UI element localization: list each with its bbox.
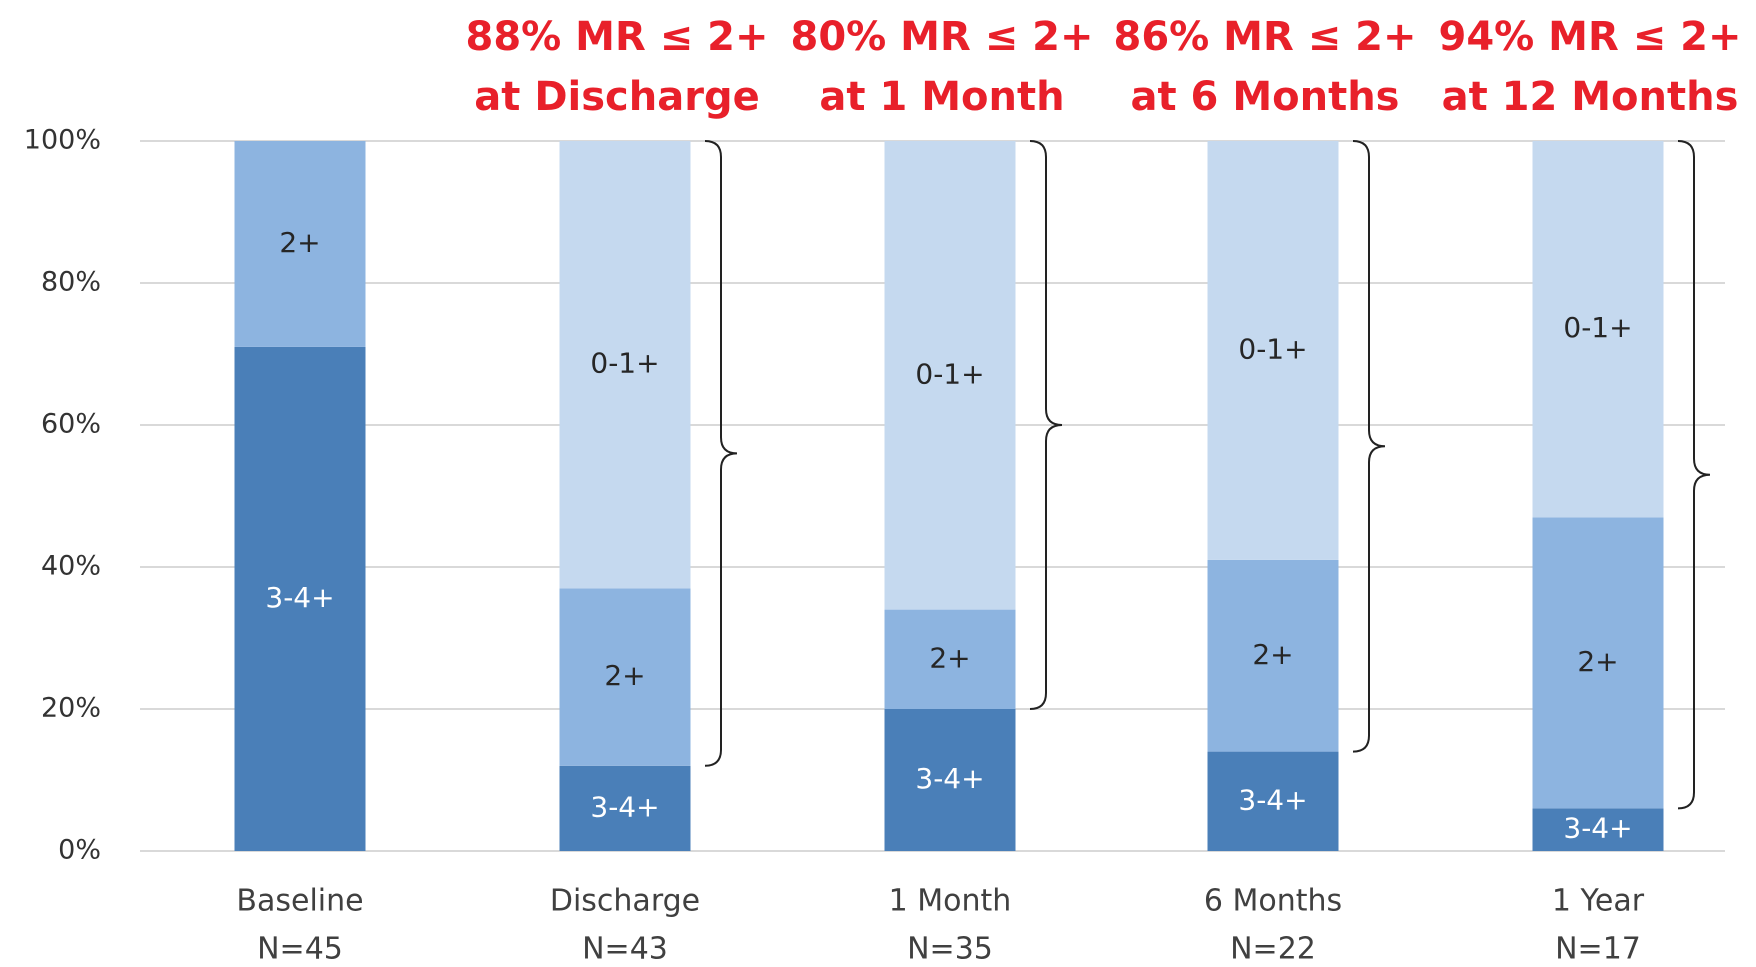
brace (1352, 140, 1386, 753)
bar-segment (559, 141, 691, 589)
segment-label: 3-4+ (590, 790, 659, 823)
bar-segment (1207, 141, 1339, 560)
annotation: 86% MR ≤ 2+ (1114, 14, 1417, 60)
annotation: at 12 Months (1442, 74, 1739, 120)
bar-segment (1532, 141, 1664, 518)
annotation: at 1 Month (819, 74, 1064, 120)
bar-segment (884, 609, 1016, 709)
brace (1029, 140, 1063, 710)
x-tick-label: 1 Year (1552, 884, 1645, 919)
bar-segment (1532, 808, 1664, 851)
sample-size: N=35 (907, 932, 993, 967)
segment-label: 2+ (279, 226, 320, 259)
sample-size: N=45 (257, 932, 343, 967)
y-tick-label: 80% (41, 267, 101, 298)
segment-label: 3-4+ (265, 581, 334, 614)
bar-segment (234, 346, 366, 851)
annotation: at Discharge (474, 74, 759, 120)
y-tick-label: 40% (41, 551, 101, 582)
segment-label: 3-4+ (1238, 783, 1307, 816)
segment-label: 2+ (929, 641, 970, 674)
sample-size: N=22 (1230, 932, 1316, 967)
bar-segment (1207, 751, 1339, 851)
bar-segment (1532, 517, 1664, 809)
brace (1677, 140, 1711, 810)
bar-segment (884, 709, 1016, 851)
x-tick-label: 1 Month (889, 884, 1012, 919)
sample-size: N=43 (582, 932, 668, 967)
bar-segment (234, 141, 366, 347)
y-tick-label: 100% (24, 125, 101, 156)
segment-label: 3-4+ (915, 762, 984, 795)
bar-segment (1207, 559, 1339, 752)
segment-label: 0-1+ (915, 357, 984, 390)
annotation: 80% MR ≤ 2+ (791, 14, 1094, 60)
annotation: at 6 Months (1131, 74, 1400, 120)
segment-label: 2+ (604, 659, 645, 692)
x-tick-label: Discharge (550, 884, 700, 919)
sample-size: N=17 (1555, 932, 1641, 967)
segment-label: 0-1+ (1238, 332, 1307, 365)
segment-label: 2+ (1252, 638, 1293, 671)
segment-label: 3-4+ (1563, 812, 1632, 845)
y-tick-label: 20% (41, 693, 101, 724)
y-tick-label: 60% (41, 409, 101, 440)
segment-label: 0-1+ (590, 347, 659, 380)
annotation: 88% MR ≤ 2+ (466, 14, 769, 60)
x-tick-label: 6 Months (1204, 884, 1342, 919)
segment-label: 0-1+ (1563, 311, 1632, 344)
bar-segment (559, 588, 691, 766)
y-tick-label: 0% (58, 835, 101, 866)
x-tick-label: Baseline (236, 884, 363, 919)
annotation: 94% MR ≤ 2+ (1439, 14, 1742, 60)
bar-segment (559, 765, 691, 851)
bar-segment (884, 141, 1016, 610)
segment-label: 2+ (1577, 645, 1618, 678)
brace (704, 140, 738, 767)
